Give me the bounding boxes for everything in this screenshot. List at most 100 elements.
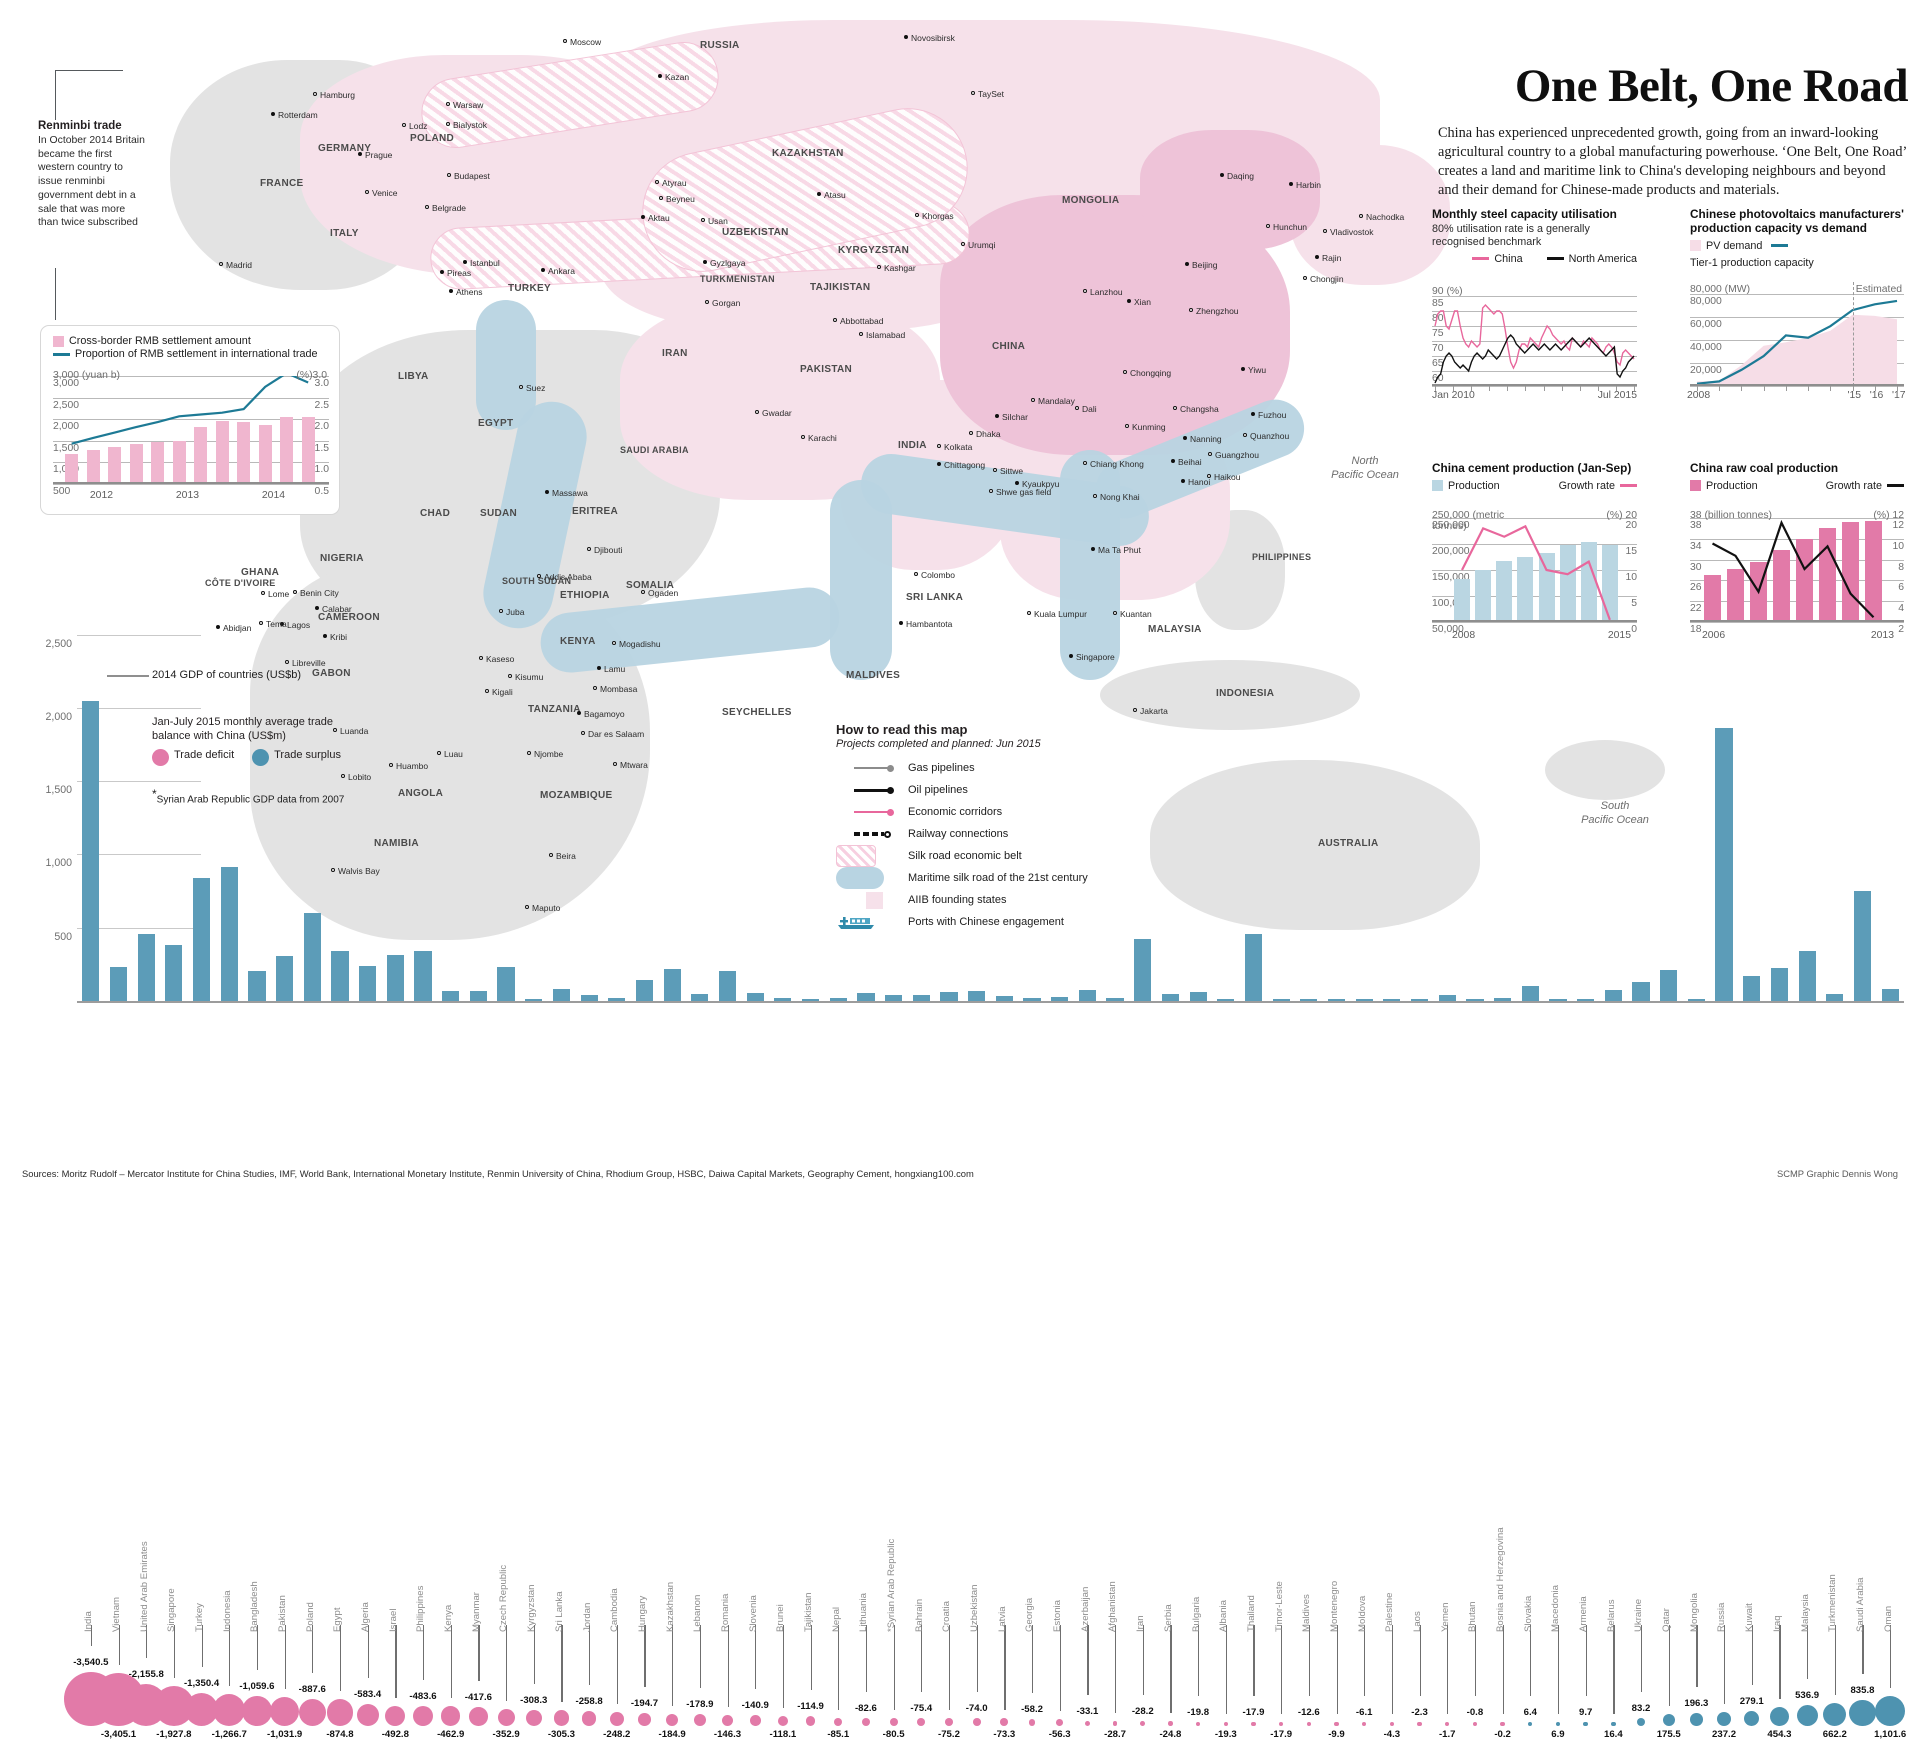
- pv-legend-demand-label: PV demand: [1706, 240, 1762, 252]
- map-city-usan: Usan: [708, 216, 728, 226]
- bar-chart-bar-uzbekistan: [968, 991, 985, 1001]
- steel-y-unit: 90 (%): [1432, 286, 1463, 297]
- bar-chart-country-label: Myanmar: [471, 1592, 482, 1632]
- map-city-dot: [545, 490, 549, 494]
- map-city-suez: Suez: [526, 383, 545, 393]
- map-city-fuzhou: Fuzhou: [1258, 410, 1286, 420]
- map-city-dot: [425, 205, 429, 209]
- bar-chart-country-label: Bangladesh: [249, 1581, 260, 1632]
- bar-chart-bar-slovakia: [1522, 986, 1539, 1001]
- map-city-dot: [801, 435, 805, 439]
- bar-chart-stem: [894, 1625, 895, 1710]
- bar-chart-stem: [838, 1625, 839, 1710]
- bar-chart-ytick: 1,500: [24, 784, 72, 796]
- map-city-rotterdam: Rotterdam: [278, 110, 318, 120]
- map-city-dot: [446, 122, 450, 126]
- map-city-sittwe: Sittwe: [1000, 466, 1023, 476]
- map-city-dot: [1189, 308, 1193, 312]
- map-city-dot: [1127, 299, 1131, 303]
- coal-legend-production-label: Production: [1706, 480, 1758, 492]
- cement-chart-title: China cement production (Jan-Sep): [1432, 462, 1637, 476]
- map-city-dot: [755, 410, 759, 414]
- map-city-colombo: Colombo: [921, 570, 955, 580]
- north-pacific-ocean-label: North Pacific Ocean: [1310, 455, 1420, 483]
- map-city-dot: [1171, 459, 1175, 463]
- rmb-settlement-chart: Cross-border RMB settlement amount Propo…: [40, 325, 340, 515]
- bar-chart-balance-bubble: [1556, 1722, 1560, 1726]
- bar-chart-country-label: Laos: [1412, 1611, 1423, 1632]
- bar-chart-stem: [340, 1625, 341, 1691]
- bar-chart-bar-lebanon: [691, 994, 708, 1001]
- map-city-dot: [402, 123, 406, 127]
- bar-chart-country-label: Hungary: [637, 1596, 648, 1632]
- bar-chart-balance-bubble: [1113, 1721, 1118, 1726]
- map-city-dot: [1083, 461, 1087, 465]
- syria-footnote-text: Syrian Arab Republic GDP data from 2007: [157, 794, 345, 805]
- map-city-dot: [1181, 479, 1185, 483]
- bar-chart-plot: [77, 620, 1904, 1001]
- bar-chart-stem: [506, 1625, 507, 1701]
- map-city-bialystok: Bialystok: [453, 120, 487, 130]
- steel-plot-area: 85 80 75 70 65 60: [1432, 296, 1637, 386]
- bar-chart-country-label: Lebanon: [692, 1595, 703, 1632]
- map-city-dot: [261, 591, 265, 595]
- map-country-sri-lanka: SRI LANKA: [906, 592, 963, 603]
- bar-chart-balance-bubble: [1362, 1722, 1366, 1726]
- bar-chart-balance-bubble: [582, 1711, 597, 1726]
- bar-chart-ytick: 2,500: [24, 638, 72, 650]
- map-city-dot: [365, 190, 369, 194]
- bar-chart-balance-bubble: [299, 1699, 326, 1726]
- bar-chart-balance-bubble: [890, 1718, 898, 1726]
- map-city-dot: [587, 547, 591, 551]
- bar-chart-balance-bubble: [694, 1714, 706, 1726]
- bar-chart-bar-belarus: [1605, 990, 1622, 1001]
- map-city-xian: Xian: [1134, 297, 1151, 307]
- map-city-dot: [877, 265, 881, 269]
- cement-legend-growth-icon: [1620, 484, 1637, 487]
- bar-chart-balance-bubble: [1251, 1722, 1255, 1726]
- bar-chart-balance-bubble: [666, 1714, 678, 1726]
- bar-chart-bar-czech-republic: [497, 967, 514, 1001]
- map-city-kashgar: Kashgar: [884, 263, 916, 273]
- bar-chart-country-label: Montenegro: [1329, 1581, 1340, 1632]
- map-country-ghana: GHANA: [241, 567, 279, 578]
- pv-xtick-17: '17: [1892, 390, 1906, 401]
- map-city-dot: [655, 180, 659, 184]
- gridline: [53, 484, 329, 485]
- steel-xtick-end: Jul 2015: [1598, 390, 1637, 401]
- x-tickmark: [1525, 386, 1526, 391]
- bar-chart-stem: [783, 1625, 784, 1708]
- bar-chart-country-label: Iran: [1135, 1615, 1146, 1632]
- bar-chart-balance-bubble: [1663, 1714, 1675, 1726]
- bar-chart-country-label: Estonia: [1052, 1600, 1063, 1632]
- bar-chart-country-label: Vietnam: [111, 1597, 122, 1632]
- intro-paragraph: China has experienced unprecedented grow…: [1438, 124, 1908, 199]
- map-city-dot: [1125, 424, 1129, 428]
- bar-chart-bar-iraq: [1771, 968, 1788, 1001]
- rmb-xtick-2014: 2014: [262, 490, 285, 501]
- map-city-dot: [1243, 433, 1247, 437]
- bar-chart-bar-qatar: [1660, 970, 1677, 1001]
- bar-chart-stem: [1696, 1625, 1697, 1687]
- bar-chart-country-label: Singapore: [166, 1588, 177, 1632]
- bar-chart-country-label: Jordan: [582, 1603, 593, 1632]
- bar-chart-bar-malaysia: [1799, 951, 1816, 1001]
- map-city-dot: [1251, 412, 1255, 416]
- map-city-aktau: Aktau: [648, 213, 670, 223]
- bar-chart-stem: [1309, 1625, 1310, 1696]
- map-country-c-te-d-ivoire: CÔTE D'IVOIRE: [205, 578, 276, 588]
- map-city-kuantan: Kuantan: [1120, 609, 1152, 619]
- renminbi-callout-body: In October 2014 Britain became the first…: [38, 134, 148, 230]
- bar-chart-balance-bubble: [1875, 1696, 1905, 1726]
- bar-chart-country-label: Albania: [1218, 1600, 1229, 1632]
- map-city-vladivostok: Vladivostok: [1330, 227, 1373, 237]
- bar-chart-stem: [1724, 1625, 1725, 1704]
- bar-chart-country-label: Iraq: [1772, 1615, 1783, 1632]
- bar-chart-stem: [1447, 1625, 1448, 1714]
- bar-chart-stem: [1198, 1625, 1199, 1696]
- callout-rule-top-arm: [55, 70, 123, 71]
- map-city-dot: [993, 468, 997, 472]
- bar-chart-country-label: Bosnia and Herzegovina: [1495, 1527, 1506, 1632]
- map-city-lome: Lome: [268, 589, 289, 599]
- x-tickmark: [1786, 386, 1787, 391]
